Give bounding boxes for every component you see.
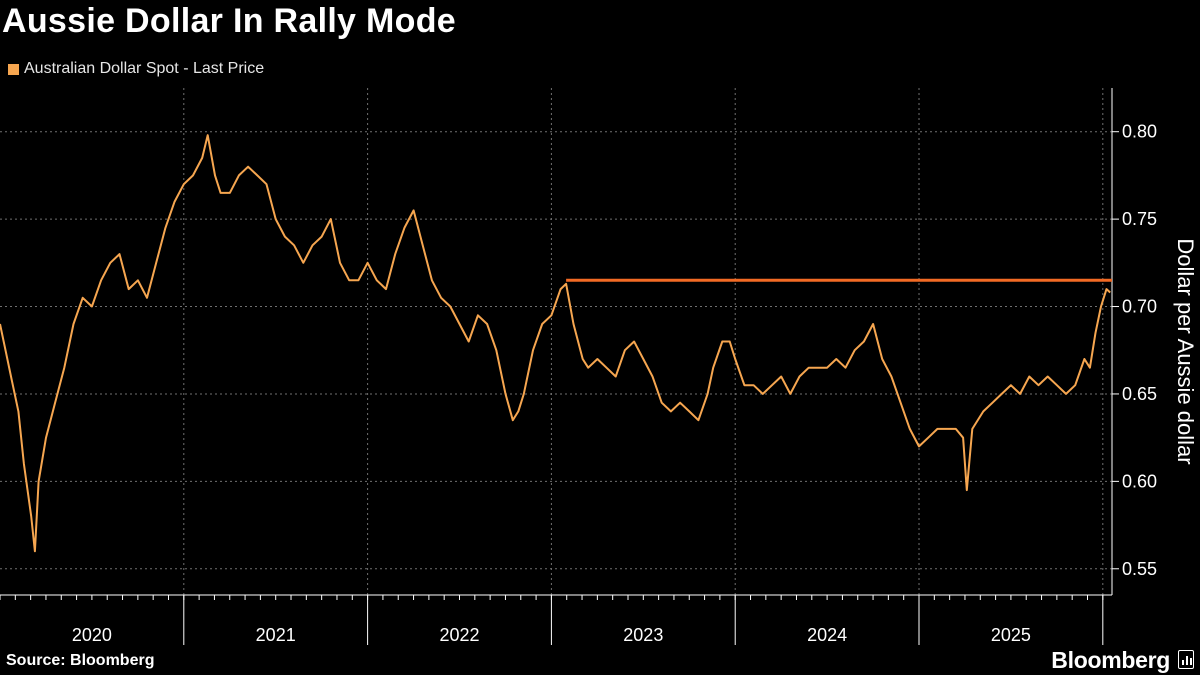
legend-label: Australian Dollar Spot - Last Price [24, 60, 265, 77]
x-tick-label: 2023 [623, 625, 663, 645]
x-tick-label: 2025 [991, 625, 1031, 645]
legend-swatch [8, 63, 19, 75]
y-tick-label: 0.60 [1122, 471, 1157, 491]
series-line-aud-spot [0, 134, 1111, 553]
y-tick-label: 0.65 [1122, 384, 1157, 404]
series-group [0, 134, 1112, 553]
x-tick-label: 2022 [439, 625, 479, 645]
axes [0, 88, 1119, 645]
y-tick-labels: 0.55 0.60 0.65 0.70 0.75 0.80 [1122, 122, 1157, 579]
y-tick-label: 0.80 [1122, 122, 1157, 142]
grid [0, 88, 1112, 595]
legend: Australian Dollar Spot - Last Price [8, 60, 264, 78]
x-tick-label: 2024 [807, 625, 847, 645]
x-tick-label: 2020 [72, 625, 112, 645]
y-tick-label: 0.55 [1122, 559, 1157, 579]
y-tick-label: 0.70 [1122, 297, 1157, 317]
source-note: Source: Bloomberg [6, 652, 155, 669]
y-axis-title: Dollar per Aussie dollar [1173, 238, 1198, 464]
brand-chart-icon [1178, 650, 1194, 669]
x-tick-label: 2021 [256, 625, 296, 645]
chart-title: Aussie Dollar In Rally Mode [2, 2, 456, 40]
y-tick-label: 0.75 [1122, 209, 1157, 229]
x-tick-labels: 2020 2021 2022 2023 2024 2025 [72, 625, 1031, 645]
brand-logo: Bloomberg [1051, 647, 1170, 673]
